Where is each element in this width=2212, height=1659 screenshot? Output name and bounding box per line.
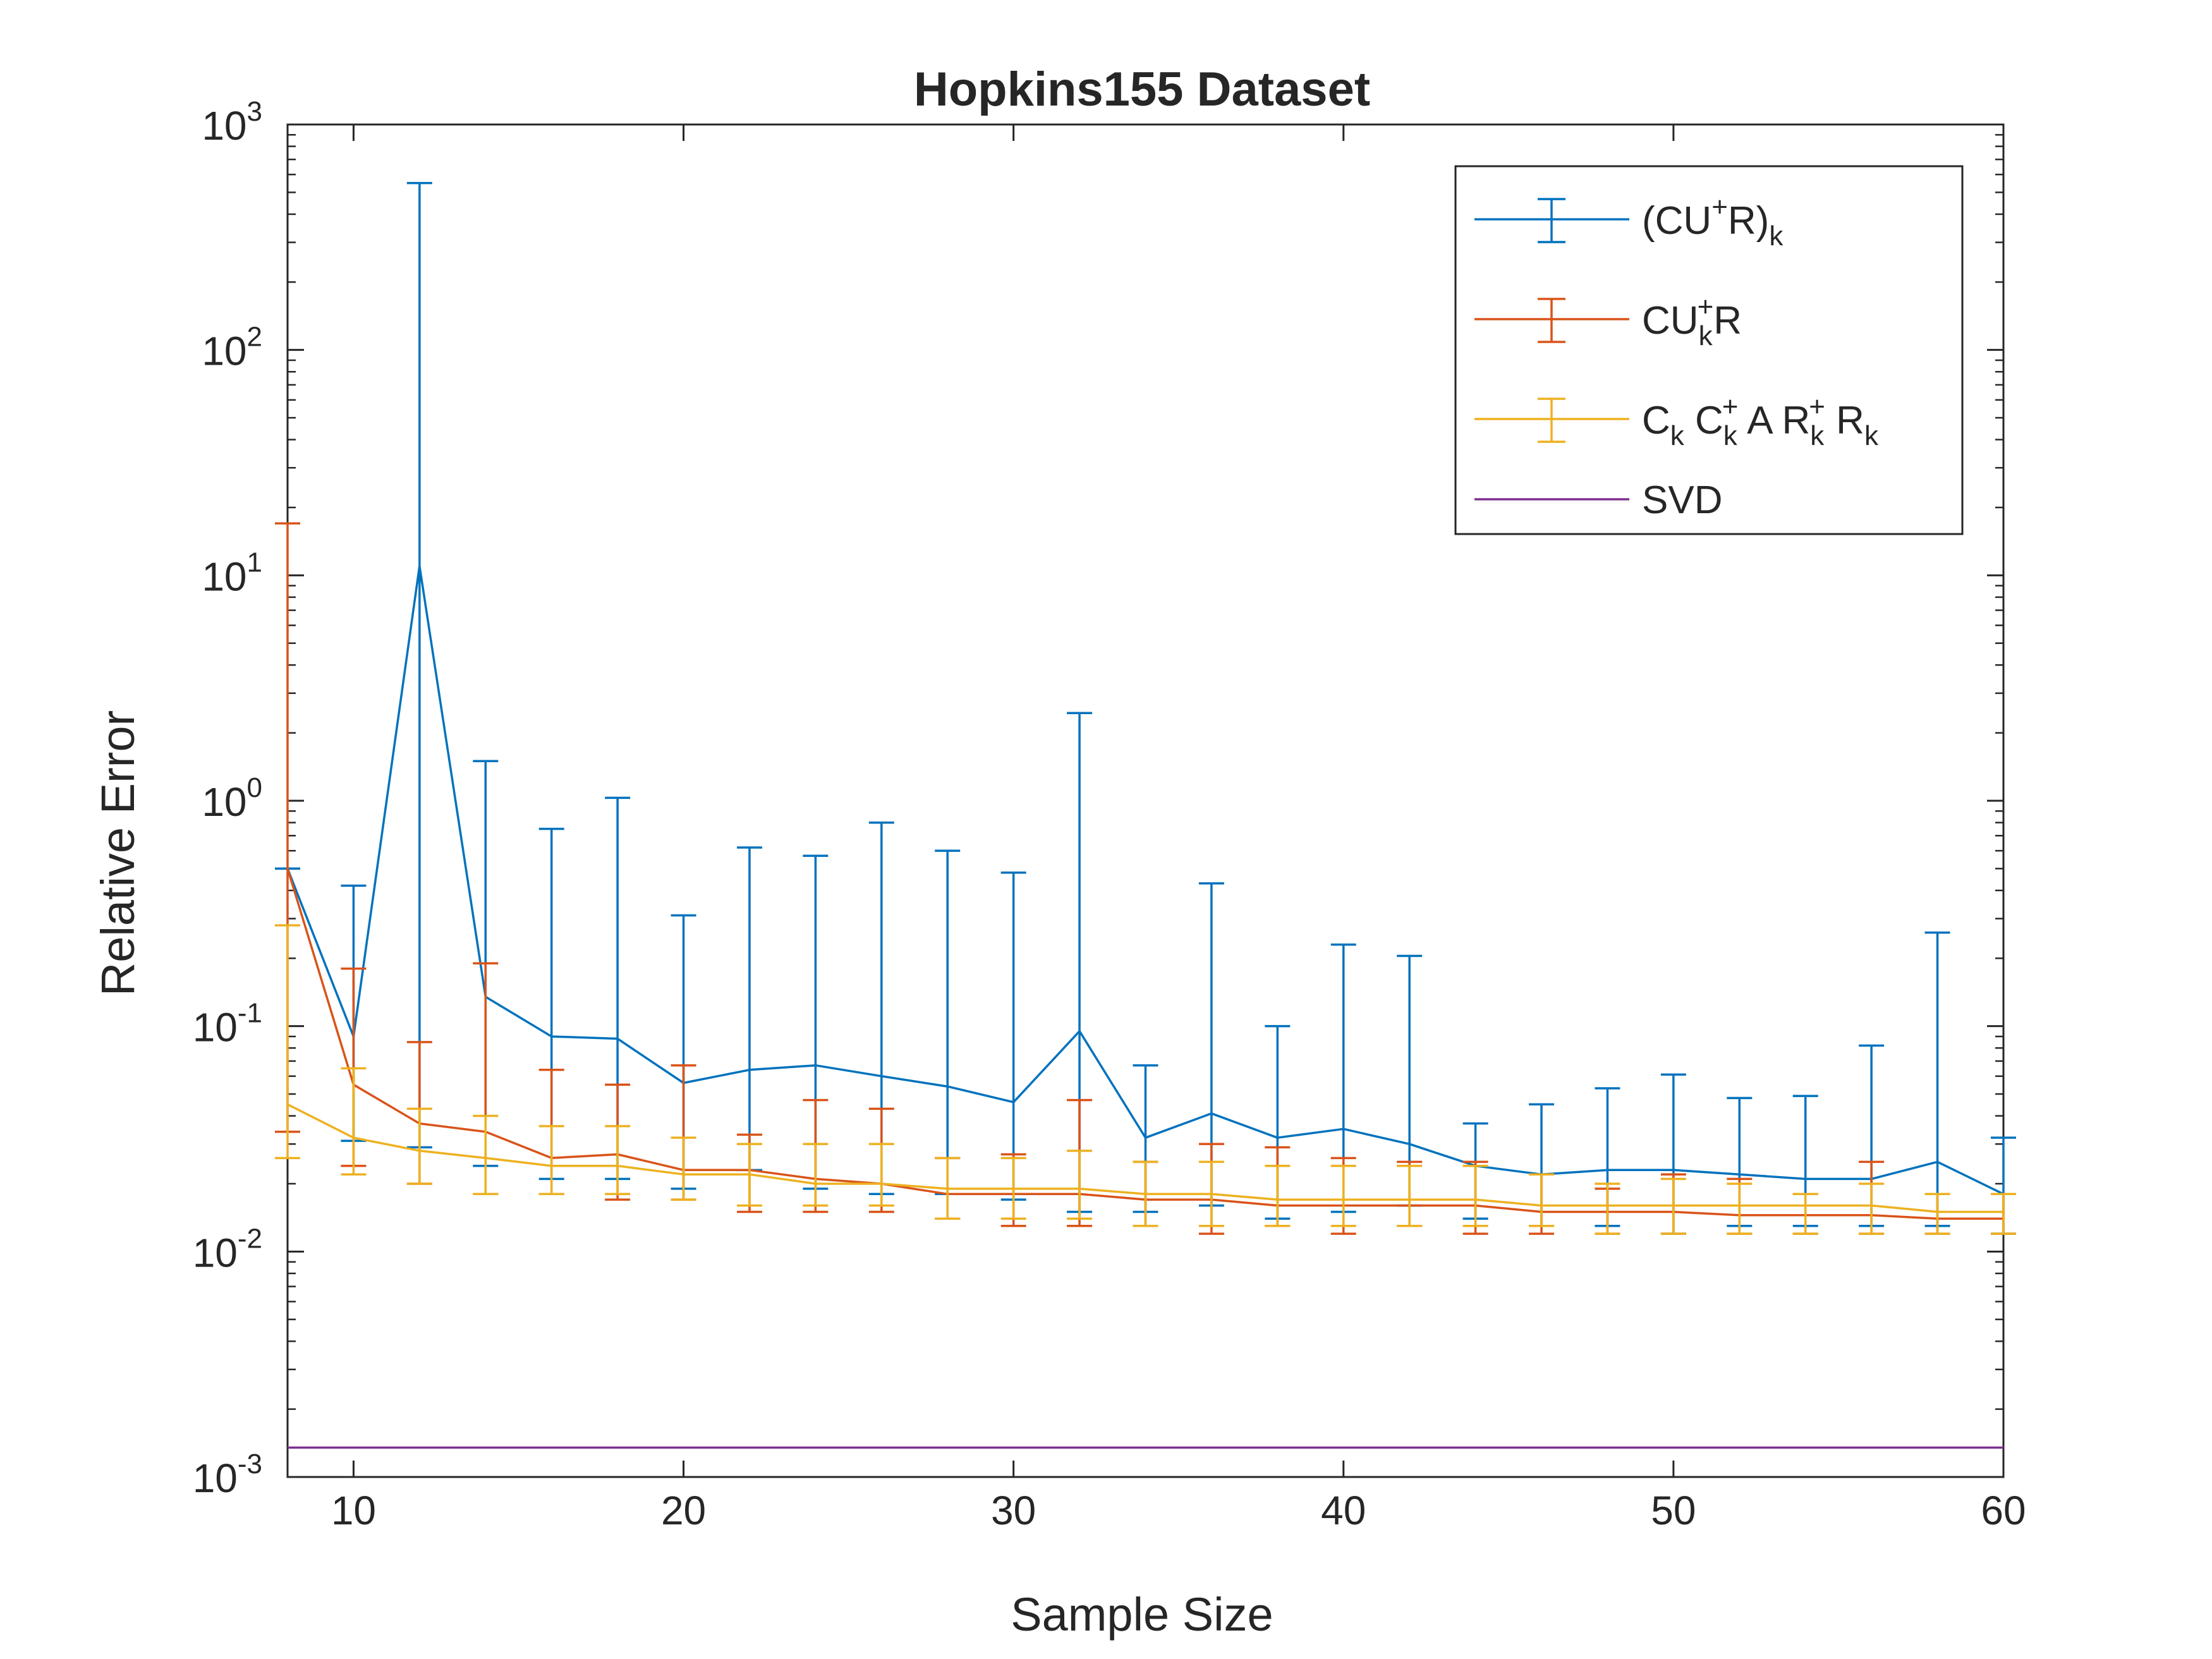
y-tick-base: 10 [202, 329, 246, 374]
y-tick-base: 10 [193, 1005, 238, 1050]
y-tick-label: 103 [202, 96, 262, 149]
y-tick-base: 10 [193, 1230, 238, 1275]
series-layer [275, 181, 2016, 1449]
y-tick-base: 10 [202, 554, 246, 599]
legend-label-3: Ck Ck+ A Rk+ Rk [1642, 391, 1879, 451]
legend-label-2: CUk+R [1642, 291, 1742, 351]
legend-label-4: SVD [1642, 478, 1722, 522]
x-tick-label: 50 [1651, 1488, 1696, 1533]
axis-ticks [288, 123, 2005, 1478]
legend: (CU+R)k CUk+R Ck Ck+ A Rk+ Rk SVD [1454, 165, 1964, 535]
y-tick-exponent: 0 [247, 772, 262, 803]
y-tick-exponent: -3 [238, 1449, 262, 1480]
y-axis-label: Relative Error [92, 710, 144, 996]
y-tick-base: 10 [193, 1455, 238, 1501]
legend-label-1: (CU+R)k [1642, 191, 1784, 252]
y-tick-label: 10-1 [193, 998, 262, 1050]
x-tick-label: 40 [1321, 1488, 1366, 1533]
y-tick-label: 100 [202, 772, 262, 825]
x-tick-labels: 10 20 30 40 50 60 [331, 1488, 2026, 1533]
x-tick-label: 30 [991, 1488, 1036, 1533]
y-tick-base: 10 [202, 103, 246, 149]
y-tick-exponent: 2 [247, 322, 262, 353]
series-3 [275, 924, 2016, 1235]
y-tick-exponent: -2 [238, 1223, 262, 1254]
y-tick-label: 101 [202, 547, 262, 599]
legend-entry-1: (CU+R)k [1474, 191, 1784, 252]
y-tick-label: 10-2 [193, 1223, 262, 1275]
legend-entry-4: SVD [1474, 478, 1722, 522]
legend-entry-2: CUk+R [1474, 291, 1742, 351]
y-tick-exponent: 3 [247, 96, 262, 127]
x-tick-label: 60 [1981, 1488, 2026, 1533]
y-tick-base: 10 [202, 779, 246, 825]
y-tick-label: 102 [202, 322, 262, 374]
x-tick-label: 20 [661, 1488, 706, 1533]
y-tick-exponent: 1 [247, 547, 262, 578]
legend-box [1454, 165, 1964, 535]
x-axis-label: Sample Size [1011, 1588, 1273, 1641]
x-tick-label: 10 [331, 1488, 376, 1533]
y-tick-exponent: -1 [238, 998, 262, 1029]
y-tick-label: 10-3 [193, 1449, 262, 1501]
legend-entry-3: Ck Ck+ A Rk+ Rk [1474, 391, 1879, 451]
chart-title: Hopkins155 Dataset [914, 63, 1370, 116]
